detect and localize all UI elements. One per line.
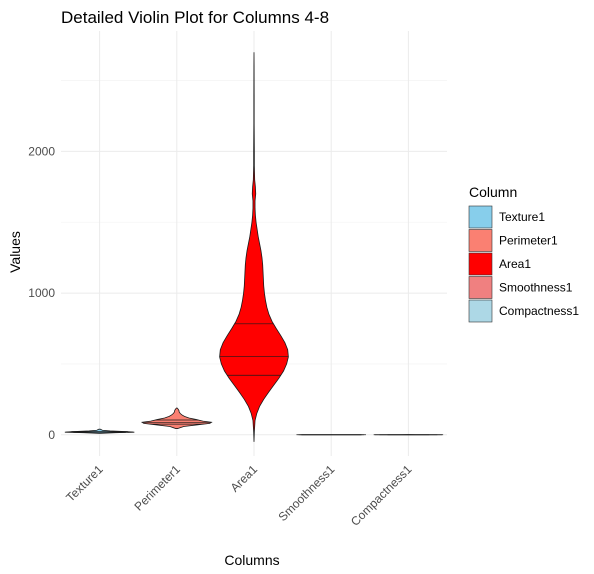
x-tick-label: Perimeter1: [132, 462, 184, 514]
violin-perimeter1: [140, 407, 213, 429]
legend-label: Compactness1: [499, 304, 579, 318]
x-tick-label: Compactness1: [348, 462, 415, 529]
y-axis: 0 1000 2000: [28, 144, 55, 441]
legend-label: Perimeter1: [499, 234, 558, 248]
legend-title: Column: [469, 184, 517, 200]
legend: Column Texture1 Perimeter1 Area1 Smoothness…: [468, 184, 579, 323]
y-tick-label: 2000: [28, 144, 55, 158]
legend-label: Smoothness1: [499, 281, 573, 295]
x-tick-label: Smoothness1: [276, 462, 338, 524]
x-axis: Texture1 Perimeter1 Area1 Smoothness1 Compac…: [63, 462, 414, 529]
violin-area1: [219, 52, 289, 442]
legend-swatch: [468, 299, 493, 323]
legend-label: Area1: [499, 257, 531, 271]
x-axis-title: Columns: [224, 552, 279, 568]
legend-swatch: [468, 229, 493, 252]
chart-title: Detailed Violin Plot for Columns 4-8: [61, 8, 329, 27]
legend-swatch: [468, 205, 493, 229]
y-axis-title: Values: [7, 231, 23, 273]
violins: [64, 52, 444, 442]
x-tick-label: Area1: [228, 462, 261, 495]
x-tick-label: Texture1: [63, 462, 106, 505]
legend-swatch: [468, 252, 493, 276]
y-tick-label: 1000: [28, 286, 55, 300]
y-tick-label: 0: [48, 428, 55, 442]
legend-label: Texture1: [499, 210, 545, 224]
legend-swatch: [468, 276, 493, 299]
